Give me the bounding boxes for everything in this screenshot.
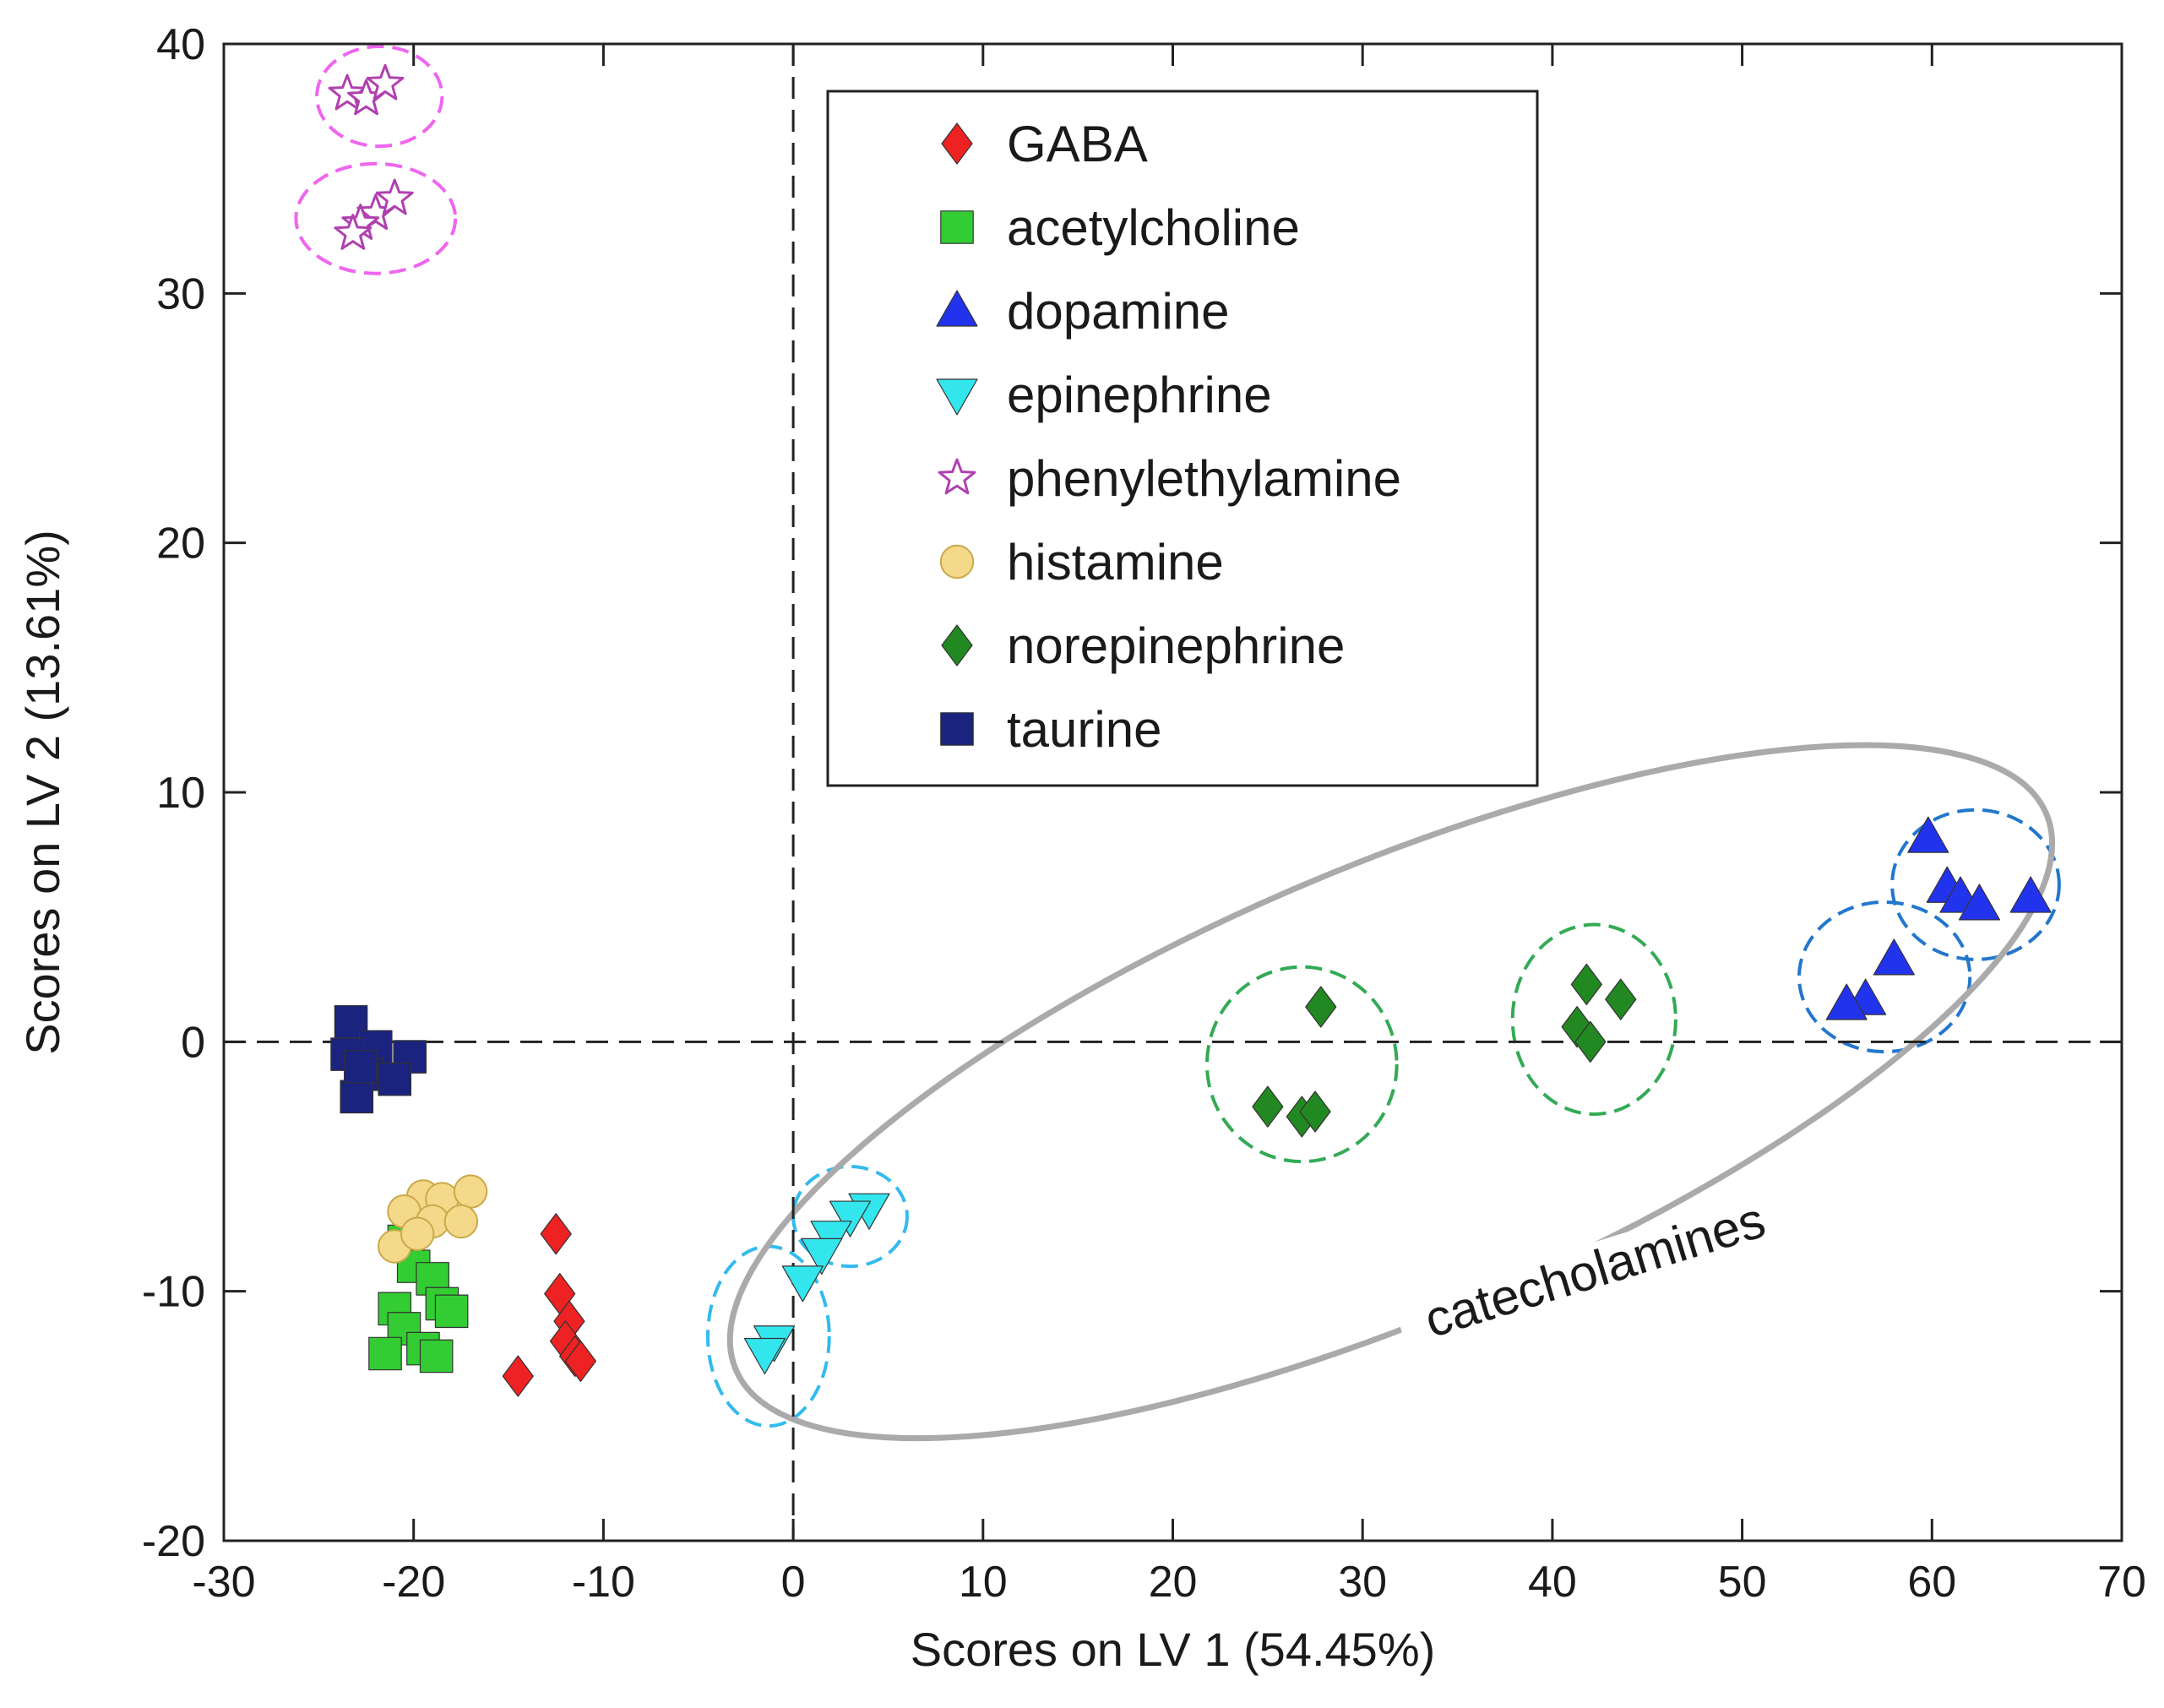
reference-lines bbox=[224, 44, 2122, 1541]
point-dopamine bbox=[1825, 983, 1868, 1020]
x-tick-label: 30 bbox=[1338, 1558, 1387, 1607]
point-gaba bbox=[564, 1340, 597, 1382]
series-phenylethylamine bbox=[328, 63, 414, 250]
x-tick-label: 50 bbox=[1718, 1558, 1767, 1607]
cluster-outline bbox=[1204, 965, 1399, 1164]
point-taurine bbox=[378, 1062, 412, 1096]
point-norepinephrine bbox=[1605, 978, 1637, 1020]
point-epinephrine bbox=[801, 1237, 843, 1275]
x-axis-label: Scores on LV 1 (54.45%) bbox=[911, 1623, 1436, 1676]
point-epinephrine bbox=[829, 1200, 872, 1237]
point-phenylethylamine bbox=[334, 214, 372, 250]
point-norepinephrine bbox=[1299, 1091, 1331, 1133]
x-tick-label: -10 bbox=[572, 1558, 635, 1607]
axis-labels: Scores on LV 1 (54.45%) Scores on LV 2 (… bbox=[16, 530, 1435, 1676]
cluster-outline bbox=[1797, 900, 1972, 1054]
y-tick-label: -10 bbox=[142, 1268, 205, 1317]
legend-label-histamine: histamine bbox=[1007, 534, 1224, 590]
cluster-outline bbox=[1890, 808, 2061, 961]
legend-marker-norepinephrine bbox=[941, 624, 973, 666]
data-points bbox=[328, 63, 2052, 1397]
series-epinephrine bbox=[743, 1193, 890, 1375]
point-phenylethylamine bbox=[366, 63, 405, 101]
legend-label-dopamine: dopamine bbox=[1007, 283, 1230, 340]
x-tick-label: 0 bbox=[781, 1558, 806, 1607]
x-tick-label: 70 bbox=[2097, 1558, 2146, 1607]
x-tick-label: 20 bbox=[1149, 1558, 1198, 1607]
legend-label-acetylcholine: acetylcholine bbox=[1007, 199, 1300, 256]
point-phenylethylamine bbox=[328, 73, 367, 111]
point-epinephrine bbox=[743, 1337, 786, 1375]
point-dopamine bbox=[1873, 938, 1915, 976]
point-taurine bbox=[343, 1050, 378, 1084]
legend-marker-phenylethylamine bbox=[938, 458, 976, 495]
legend-label-taurine: taurine bbox=[1007, 701, 1161, 758]
point-dopamine bbox=[2009, 876, 2052, 913]
point-taurine bbox=[340, 1080, 374, 1114]
series-norepinephrine bbox=[1252, 963, 1637, 1138]
point-phenylethylamine bbox=[375, 178, 414, 215]
y-tick-label: 30 bbox=[156, 269, 205, 318]
legend-marker-dopamine bbox=[936, 290, 978, 327]
point-histamine bbox=[443, 1204, 479, 1239]
y-tick-label: 10 bbox=[156, 769, 205, 818]
point-histamine bbox=[400, 1216, 435, 1251]
legend: GABA acetylcholine dopamine epinephrine phen… bbox=[826, 90, 1539, 787]
annotation-background bbox=[1393, 1184, 1798, 1361]
point-norepinephrine bbox=[1305, 986, 1337, 1028]
legend-label-norepinephrine: norepinephrine bbox=[1007, 617, 1345, 674]
point-norepinephrine bbox=[1574, 1020, 1607, 1063]
cluster-outline bbox=[315, 44, 444, 149]
y-tick-label: 40 bbox=[156, 20, 205, 69]
series-histamine bbox=[378, 1174, 488, 1264]
point-gaba bbox=[540, 1213, 572, 1255]
legend-box bbox=[826, 90, 1539, 787]
series-taurine bbox=[330, 1004, 427, 1114]
y-tick-label: -20 bbox=[142, 1517, 205, 1566]
point-dopamine bbox=[1958, 884, 2001, 921]
point-dopamine bbox=[1907, 816, 1949, 853]
y-tick-label: 0 bbox=[181, 1018, 205, 1067]
y-tick-label: 20 bbox=[156, 519, 205, 568]
legend-marker-gaba bbox=[941, 122, 973, 165]
point-acetylcholine bbox=[419, 1339, 454, 1373]
point-acetylcholine bbox=[368, 1336, 402, 1371]
x-tick-label: 10 bbox=[959, 1558, 1008, 1607]
cluster-outline bbox=[294, 161, 458, 275]
point-norepinephrine bbox=[1252, 1085, 1284, 1128]
legend-label-gaba: GABA bbox=[1007, 116, 1148, 172]
legend-label-phenylethylamine: phenylethylamine bbox=[1007, 450, 1401, 507]
point-norepinephrine bbox=[1570, 963, 1602, 1006]
legend-marker-taurine bbox=[940, 712, 974, 746]
legend-label-epinephrine: epinephrine bbox=[1007, 367, 1272, 423]
x-tick-label: 40 bbox=[1528, 1558, 1577, 1607]
legend-marker-acetylcholine bbox=[940, 210, 974, 244]
x-tick-label: -30 bbox=[192, 1558, 255, 1607]
y-axis-label: Scores on LV 2 (13.61%) bbox=[16, 530, 69, 1055]
point-histamine bbox=[453, 1174, 488, 1209]
point-acetylcholine bbox=[434, 1294, 469, 1329]
cluster-outline bbox=[1510, 922, 1677, 1116]
series-gaba bbox=[502, 1213, 597, 1397]
point-epinephrine bbox=[781, 1265, 824, 1303]
series-dopamine bbox=[1825, 816, 2052, 1020]
x-tick-label: -20 bbox=[382, 1558, 445, 1607]
x-tick-label: 60 bbox=[1907, 1558, 1956, 1607]
legend-marker-histamine bbox=[939, 544, 975, 579]
legend-marker-epinephrine bbox=[936, 378, 978, 416]
point-gaba bbox=[502, 1355, 534, 1397]
